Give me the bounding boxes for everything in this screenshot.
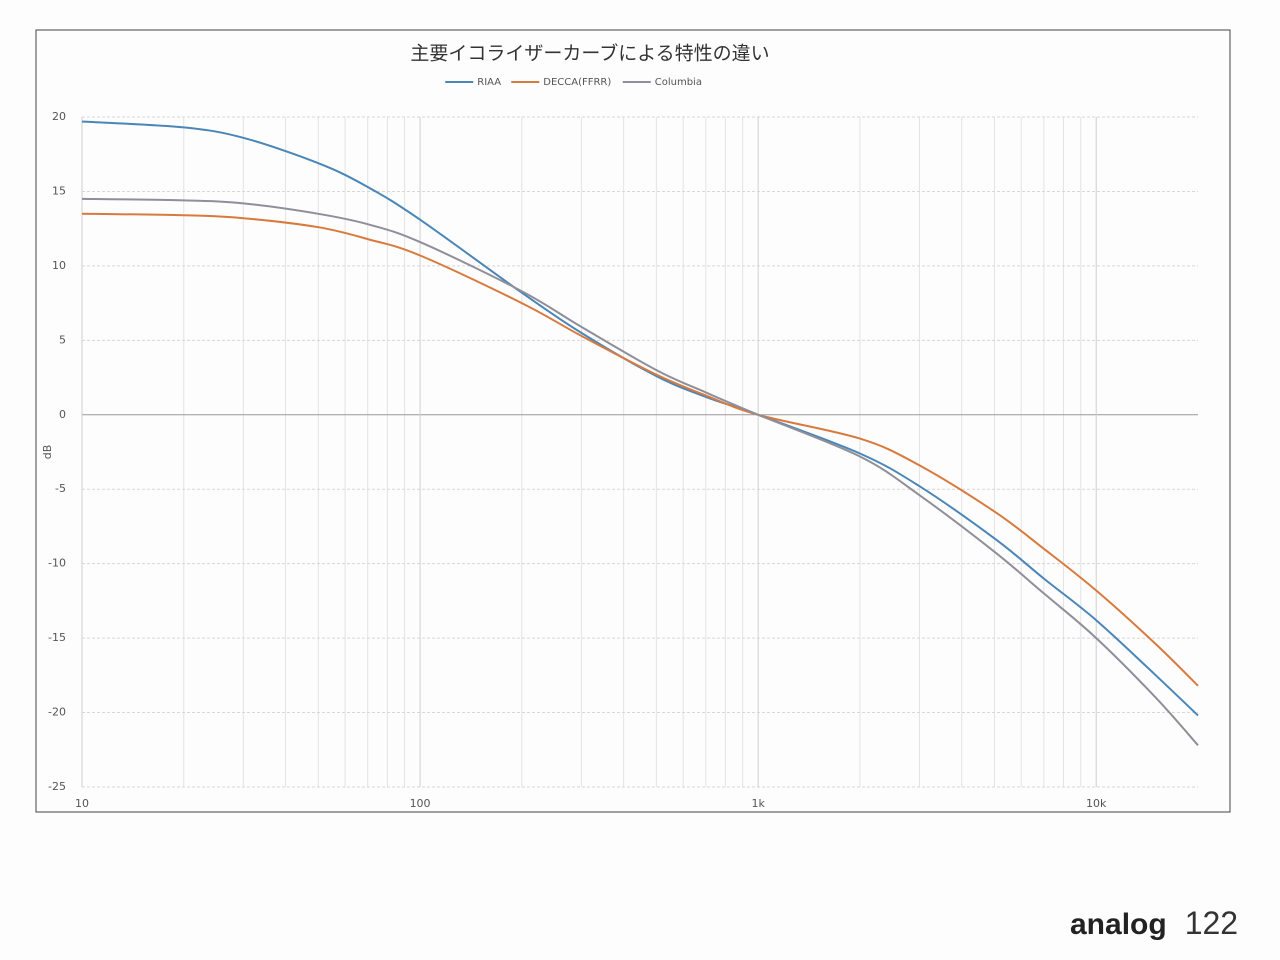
y-tick-label: 15 bbox=[52, 184, 66, 197]
series-line bbox=[81, 120, 1199, 717]
x-tick-label: 100 bbox=[410, 797, 431, 810]
chart: 主要イコライザーカーブによる特性の違い dB -25 -20 -15 -10 -5 0 5 1… bbox=[35, 29, 1231, 813]
y-tick-label: -15 bbox=[48, 631, 66, 644]
y-tick-label: -20 bbox=[48, 706, 66, 719]
legend-label: DECCA(FFRR) bbox=[543, 77, 611, 88]
legend-label: RIAA bbox=[477, 77, 501, 88]
x-tick-label: 10k bbox=[1086, 797, 1107, 810]
y-tick-label: 20 bbox=[52, 110, 66, 123]
chart-frame bbox=[35, 29, 1231, 813]
legend-label: Columbia bbox=[655, 77, 702, 88]
y-tick-label: -25 bbox=[48, 780, 66, 793]
footer: analog 122 bbox=[1070, 905, 1238, 942]
x-tick-label: 1k bbox=[751, 797, 765, 810]
x-tick-label: 10 bbox=[75, 797, 89, 810]
y-tick-label: -10 bbox=[48, 557, 66, 570]
y-tick-label: 10 bbox=[52, 259, 66, 272]
y-tick-label: 5 bbox=[59, 333, 66, 346]
page-number: 122 bbox=[1184, 905, 1239, 941]
series-line bbox=[81, 212, 1199, 687]
chart-title: 主要イコライザーカーブによる特性の違い bbox=[410, 42, 769, 65]
series-line bbox=[81, 197, 1199, 746]
brand: analog bbox=[1070, 908, 1167, 941]
y-tick-label: 0 bbox=[59, 408, 66, 421]
y-tick-label: -5 bbox=[55, 482, 66, 495]
y-axis-label: dB bbox=[41, 445, 54, 460]
